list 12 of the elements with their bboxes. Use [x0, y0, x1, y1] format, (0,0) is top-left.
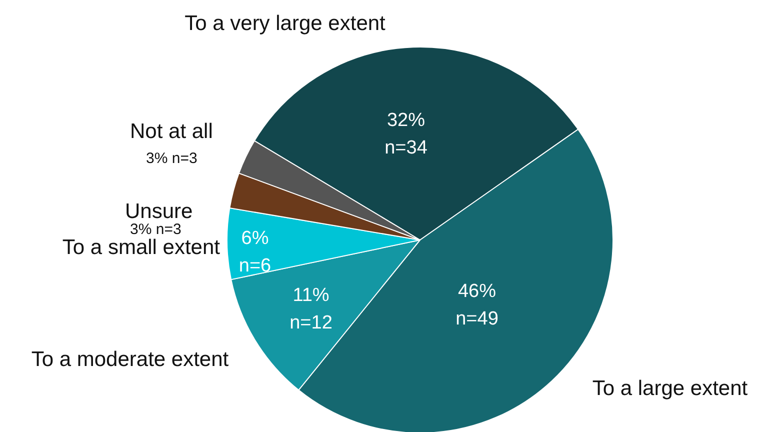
data-label: 32% n=34 [384, 110, 428, 159]
slice-label: Not at all [130, 120, 213, 143]
slice-label: To a very large extent [184, 12, 386, 35]
data-label: 6% n=6 [238, 228, 272, 277]
slice-label: Unsure [125, 200, 193, 223]
data-label: 46% n=49 [456, 281, 498, 330]
data-label: 3% n=3 [146, 150, 198, 167]
data-label: 3% n=3 [130, 221, 182, 238]
slice-label: To a moderate extent [31, 348, 229, 371]
slice-label: To a large extent [592, 377, 748, 400]
slice-label: To a small extent [62, 236, 220, 259]
data-label: 11% n=12 [290, 285, 332, 334]
